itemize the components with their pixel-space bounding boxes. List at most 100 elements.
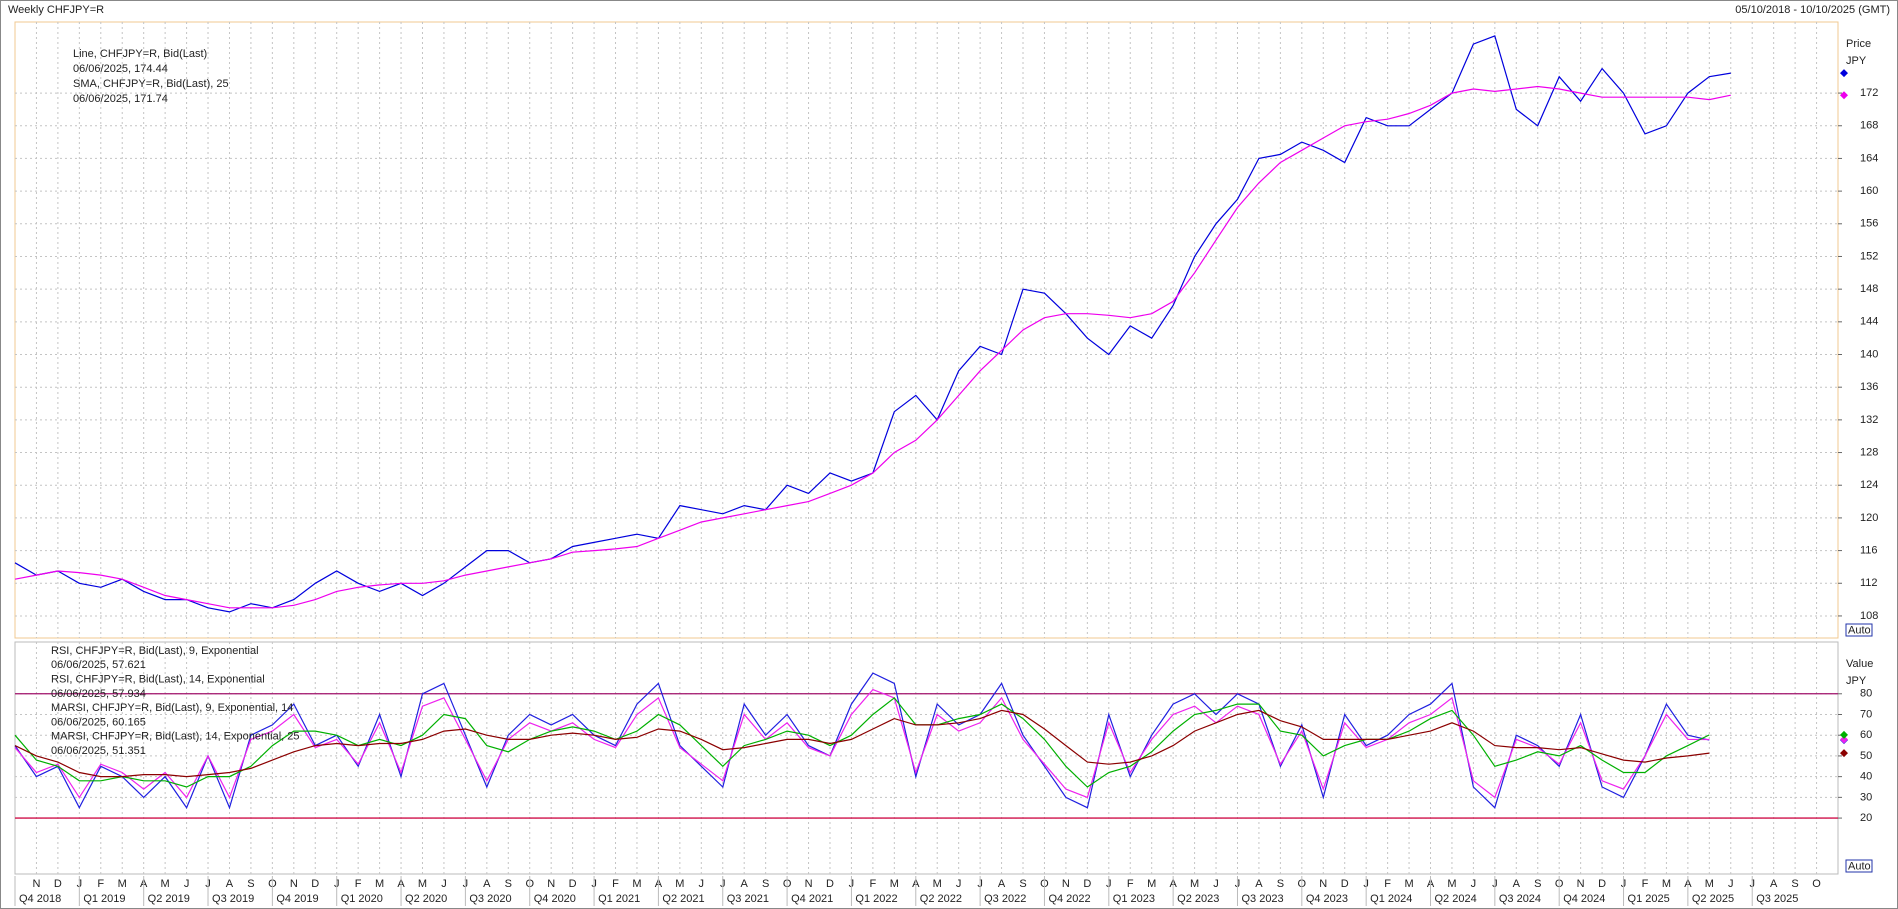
quarter-label: Q3 2022 (984, 893, 1026, 905)
x-tick-label: N (1062, 878, 1070, 890)
y-tick-label: 70 (1860, 708, 1872, 720)
legend-detail: 06/06/2025, 171.74 (73, 93, 168, 105)
quarter-label: Q2 2019 (148, 893, 190, 905)
legend-detail: 06/06/2025, 57.621 (51, 659, 146, 671)
y-tick-label: 144 (1860, 316, 1878, 328)
last-value-marker (1840, 91, 1848, 100)
y-tick-label: 164 (1860, 152, 1878, 164)
y-tick-label: 112 (1860, 577, 1878, 589)
quarter-label: Q3 2019 (212, 893, 254, 905)
x-tick-label: M (1662, 878, 1671, 890)
quarter-label: Q3 2023 (1241, 893, 1283, 905)
x-tick-label: F (355, 878, 362, 890)
x-tick-label: N (1319, 878, 1327, 890)
y-tick-label: 116 (1860, 544, 1878, 556)
chart-title: Weekly CHFJPY=R (8, 4, 104, 16)
quarter-label: Q1 2020 (341, 893, 383, 905)
x-tick-label: N (547, 878, 555, 890)
last-value-marker (1840, 735, 1848, 744)
legend-name: Line, CHFJPY=R, Bid(Last) (73, 48, 207, 60)
y-tick-label: 140 (1860, 348, 1878, 360)
x-tick-label: D (54, 878, 62, 890)
quarter-label: Q3 2024 (1499, 893, 1541, 905)
y-tick-label: 160 (1860, 185, 1878, 197)
quarter-label: Q2 2023 (1177, 893, 1219, 905)
x-tick-label: A (1513, 878, 1521, 890)
y-tick-label: 40 (1860, 771, 1872, 783)
x-tick-label: J (1213, 878, 1219, 890)
x-tick-label: M (118, 878, 127, 890)
x-tick-label: M (933, 878, 942, 890)
x-tick-label: N (32, 878, 40, 890)
last-value-marker (1840, 749, 1848, 758)
x-tick-label: F (1384, 878, 1391, 890)
x-tick-label: M (161, 878, 170, 890)
quarter-label: Q3 2025 (1756, 893, 1798, 905)
quarter-label: Q1 2022 (855, 893, 897, 905)
quarter-label: Q3 2020 (469, 893, 511, 905)
x-tick-label: S (1019, 878, 1026, 890)
legend-detail: 06/06/2025, 57.934 (51, 688, 146, 700)
quarter-label: Q1 2019 (83, 893, 125, 905)
quarter-label: Q4 2018 (19, 893, 61, 905)
quarter-label: Q4 2019 (276, 893, 318, 905)
series-line (14, 709, 1710, 778)
quarter-label: Q4 2022 (1048, 893, 1090, 905)
x-tick-label: S (1277, 878, 1284, 890)
x-tick-label: F (1127, 878, 1134, 890)
quarter-label: Q4 2021 (791, 893, 833, 905)
x-tick-label: D (311, 878, 319, 890)
x-tick-label: J (184, 878, 190, 890)
x-tick-label: S (762, 878, 769, 890)
legend-name: SMA, CHFJPY=R, Bid(Last), 25 (73, 78, 229, 90)
x-tick-label: S (247, 878, 254, 890)
x-tick-label: S (505, 878, 512, 890)
pane-frame (14, 641, 1839, 875)
y-axis-label: Value (1846, 658, 1873, 670)
y-tick-label: 128 (1860, 446, 1878, 458)
x-tick-label: J (441, 878, 447, 890)
x-tick-label: M (375, 878, 384, 890)
x-tick-label: D (569, 878, 577, 890)
y-tick-label: 132 (1860, 414, 1878, 426)
x-tick-label: A (483, 878, 491, 890)
x-tick-label: M (632, 878, 641, 890)
auto-button[interactable] (1845, 859, 1873, 873)
x-tick-label: M (1705, 878, 1714, 890)
y-tick-label: 120 (1860, 512, 1878, 524)
y-tick-label: 20 (1860, 812, 1872, 824)
y-tick-label: 152 (1860, 250, 1878, 262)
quarter-label: Q1 2024 (1370, 893, 1412, 905)
x-tick-label: M (1404, 878, 1413, 890)
legend-detail: 06/06/2025, 51.351 (51, 745, 146, 757)
y-axis-unit: JPY (1846, 675, 1867, 687)
x-tick-label: F (1642, 878, 1649, 890)
x-tick-label: A (741, 878, 749, 890)
x-tick-label: N (1577, 878, 1585, 890)
x-tick-label: A (998, 878, 1006, 890)
quarter-label: Q4 2023 (1306, 893, 1348, 905)
quarter-label: Q2 2024 (1435, 893, 1477, 905)
x-tick-label: S (1791, 878, 1798, 890)
y-tick-label: 148 (1860, 283, 1878, 295)
auto-button-label[interactable]: Auto (1848, 624, 1871, 636)
legend-name: MARSI, CHFJPY=R, Bid(Last), 14, Exponent… (51, 731, 300, 743)
x-tick-label: M (675, 878, 684, 890)
quarter-label: Q2 2025 (1692, 893, 1734, 905)
auto-button-label[interactable]: Auto (1848, 860, 1871, 872)
quarter-label: Q4 2020 (534, 893, 576, 905)
last-value-marker (1840, 69, 1848, 78)
legend-name: RSI, CHFJPY=R, Bid(Last), 9, Exponential (51, 645, 259, 657)
y-tick-label: 156 (1860, 218, 1878, 230)
x-tick-label: D (1083, 878, 1091, 890)
quarter-label: Q2 2022 (920, 893, 962, 905)
legend-detail: 06/06/2025, 60.165 (51, 716, 146, 728)
series-line (14, 697, 1710, 788)
quarter-label: Q2 2020 (405, 893, 447, 905)
quarter-label: Q4 2024 (1563, 893, 1605, 905)
y-axis-unit: JPY (1846, 55, 1867, 67)
auto-button[interactable] (1845, 623, 1873, 637)
